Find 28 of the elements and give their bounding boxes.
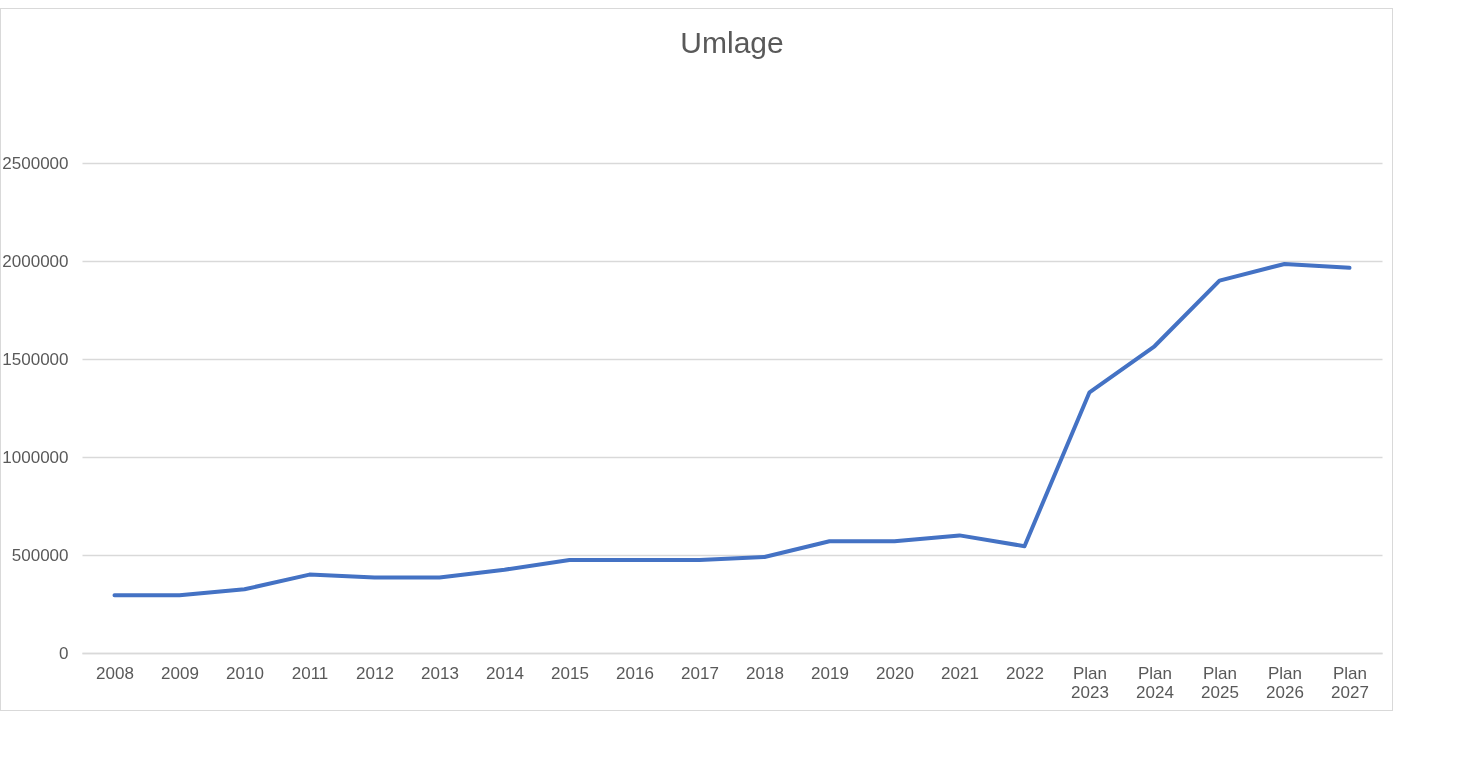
x-tick-label: 2014 (486, 663, 524, 683)
x-tick-label: 2019 (811, 663, 849, 683)
x-tick-label: 2021 (941, 663, 979, 683)
y-tick-label: 2500000 (2, 153, 69, 173)
x-tick-label: 2015 (551, 663, 589, 683)
line-series (112, 261, 1352, 598)
x-tick-label: 2020 (876, 663, 914, 683)
y-tick-label: 1000000 (2, 447, 69, 467)
chart-title: Umlage (680, 26, 784, 59)
y-tick-label: 1500000 (2, 349, 69, 369)
y-tick-label: 2000000 (2, 251, 69, 271)
x-tick-label: 2011 (291, 663, 329, 683)
x-tick-label: 2018 (746, 663, 784, 683)
x-tick-label: Plan 2023 (1071, 663, 1109, 702)
x-tick-label: 2012 (356, 663, 394, 683)
x-tick-label: Plan 2026 (1266, 663, 1304, 702)
x-tick-label: 2010 (226, 663, 264, 683)
x-tick-label: Plan 2024 (1136, 663, 1174, 702)
y-tick-label: 0 (59, 643, 69, 663)
x-tick-label: 2009 (161, 663, 199, 683)
x-tick-label: 2022 (1006, 663, 1044, 683)
x-tick-label: Plan 2027 (1331, 663, 1369, 702)
x-tick-label: 2017 (681, 663, 719, 683)
x-tick-label: 2008 (96, 663, 134, 683)
x-tick-label: 2013 (421, 663, 459, 683)
y-tick-label: 500000 (11, 545, 69, 565)
x-tick-label: 2016 (616, 663, 654, 683)
x-tick-label: Plan 2025 (1201, 663, 1239, 702)
